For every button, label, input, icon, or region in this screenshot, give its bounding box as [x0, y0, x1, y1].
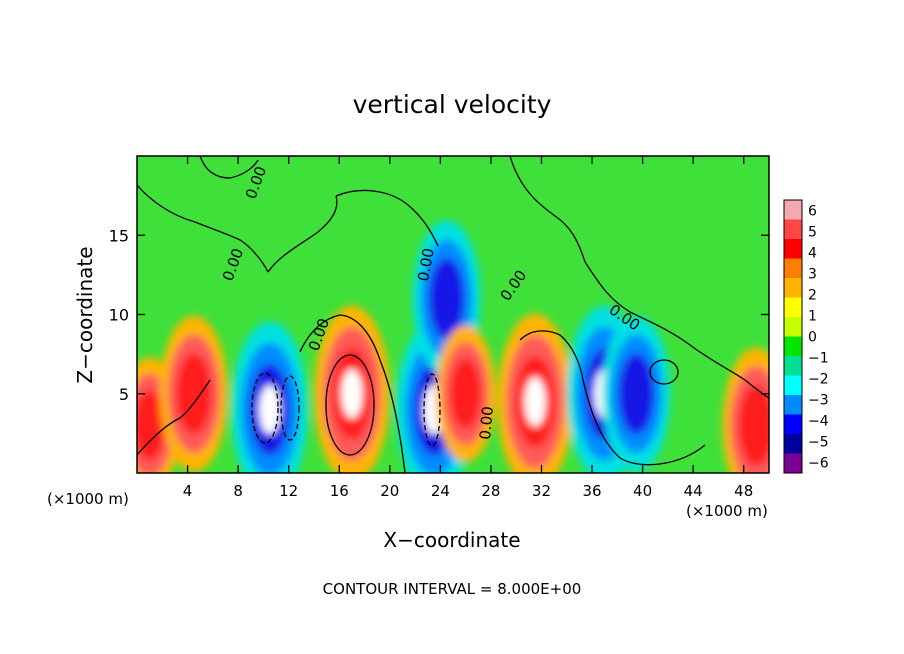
x-axis-label: X−coordinate [383, 528, 520, 552]
downdraft-cell [429, 258, 465, 340]
colorbar-tick-label: 4 [808, 246, 817, 262]
colorbar-frame [783, 199, 803, 474]
contour-line [509, 156, 586, 263]
zero-contours [137, 156, 769, 473]
y-tick-label: 10 [109, 306, 129, 325]
x-tick-label: 8 [233, 482, 243, 500]
contour-downdraft-core [251, 372, 279, 444]
x-tick-label: 40 [633, 482, 652, 500]
colorbar-segment [784, 200, 802, 220]
colorbar-tick-label: 6 [808, 204, 817, 220]
colorbar-segment [784, 336, 802, 357]
contour-line [267, 195, 338, 273]
x-tick-label: 24 [431, 482, 450, 500]
updraft-cell [738, 384, 769, 466]
colorbar-segment [784, 434, 802, 454]
contour-updraft-core [325, 354, 375, 456]
x-tick-label: 16 [330, 482, 349, 500]
colorbar: 6 5 4 3 2 1 0 −1 −2 −3 −4 −5 −6 [783, 199, 829, 474]
colorbar-segment [784, 219, 802, 240]
colorbar-tick-label: −2 [808, 372, 829, 388]
contour-interval-note: CONTOUR INTERVAL = 8.000E+00 [323, 580, 582, 598]
colorbar-segment [784, 453, 802, 474]
x-tick-label: 36 [582, 482, 601, 500]
x-axis: 4 8 12 16 20 24 28 32 36 40 44 48 [183, 156, 753, 500]
x-unit-left: (×1000 m) [47, 490, 129, 508]
colorbar-segment [784, 414, 802, 435]
colorbar-segment [784, 239, 802, 259]
x-unit-right: (×1000 m) [686, 502, 768, 520]
x-tick-label: 48 [734, 482, 753, 500]
y-axis-label: Z−coordinate [73, 246, 97, 383]
colorbar-segment [784, 258, 802, 279]
colorbar-tick-label: 3 [808, 267, 817, 283]
updraft-cell [341, 369, 363, 419]
colorbar-tick-label: 5 [808, 225, 817, 241]
colorbar-tick-label: −3 [808, 393, 829, 409]
updraft-cell [137, 390, 166, 461]
contour-label: 0.00 [476, 406, 497, 441]
contour-downdraft-core [423, 373, 441, 447]
colorbar-tick-label: 1 [808, 309, 817, 325]
downdraft-cell [259, 384, 281, 435]
colorbar-segment [784, 297, 802, 318]
colorbar-tick-label: 0 [808, 330, 817, 346]
colorbar-tick-label: 2 [808, 288, 817, 304]
colorbar-segment [784, 356, 802, 376]
x-tick-label: 44 [684, 482, 703, 500]
y-axis: 5 10 15 [109, 226, 769, 404]
contour-line [137, 379, 211, 456]
colorbar-tick-label: −1 [808, 351, 829, 367]
colorbar-tick-label: −5 [808, 435, 829, 451]
colorbar-tick-label: −4 [808, 414, 829, 430]
chart-title: vertical velocity [353, 90, 552, 119]
colorbar-segment [784, 278, 802, 298]
contour-line [519, 330, 584, 381]
updraft-cell [450, 358, 482, 430]
colorbar-segment [784, 395, 802, 415]
x-tick-label: 12 [279, 482, 298, 500]
x-tick-label: 28 [481, 482, 500, 500]
contour-line [379, 359, 406, 473]
contour-line [137, 184, 269, 273]
plot-area: 0.00 0.00 0.00 0.00 0.00 0.00 0.00 [137, 156, 769, 473]
updraft-cell [524, 377, 546, 427]
downdraft-cell [618, 353, 654, 435]
y-tick-label: 5 [119, 385, 129, 404]
contour-updraft-core [649, 359, 679, 385]
contour-line [299, 314, 381, 361]
contour-downdraft-core [280, 375, 300, 441]
colorbar-tick-label: −6 [808, 456, 829, 472]
x-tick-label: 32 [532, 482, 551, 500]
colorbar-segment [784, 375, 802, 396]
updraft-cell [176, 353, 212, 435]
colorbar-segment [784, 317, 802, 337]
contour-label: 0.00 [414, 247, 438, 283]
contour-line [584, 261, 691, 346]
x-tick-label: 20 [380, 482, 399, 500]
contour-line [199, 156, 259, 179]
y-tick-label: 15 [109, 226, 129, 245]
x-tick-label: 4 [183, 482, 193, 500]
contour-line [582, 379, 706, 466]
contour-line [335, 189, 439, 247]
